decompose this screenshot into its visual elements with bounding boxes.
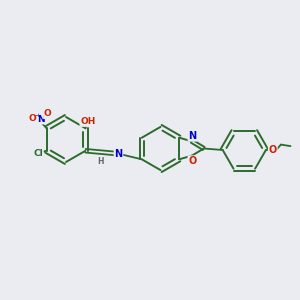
Text: O: O: [188, 156, 196, 166]
Text: O: O: [29, 114, 37, 123]
Text: N: N: [37, 115, 45, 124]
Text: -: -: [35, 111, 38, 120]
Text: OH: OH: [80, 117, 96, 126]
Text: N: N: [114, 149, 122, 159]
Text: +: +: [35, 113, 41, 118]
Text: Cl: Cl: [33, 148, 43, 158]
Text: O: O: [269, 145, 277, 155]
Text: O: O: [44, 110, 52, 118]
Text: H: H: [97, 157, 104, 166]
Text: N: N: [188, 131, 196, 141]
